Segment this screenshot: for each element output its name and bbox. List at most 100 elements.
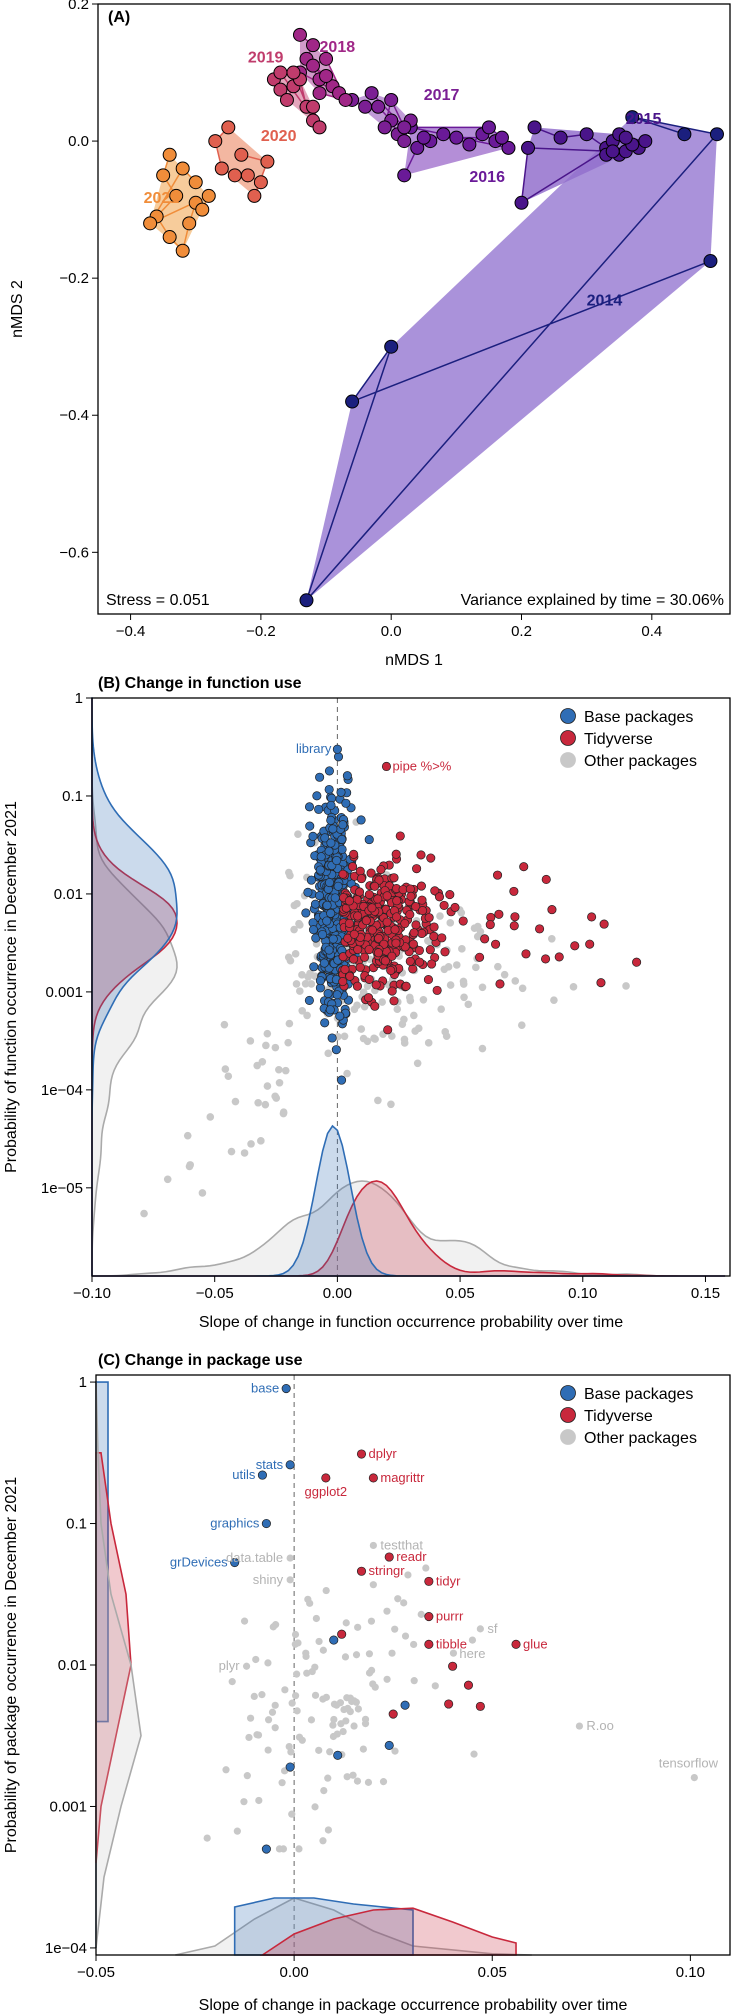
point-other — [447, 981, 455, 989]
point-tidy — [438, 934, 446, 942]
point-tidy — [337, 1630, 345, 1638]
point-other — [292, 1631, 299, 1638]
labeled-point-other — [469, 1636, 476, 1643]
point-base — [302, 909, 310, 917]
labeled-point-base — [262, 1519, 270, 1527]
point-2019 — [274, 66, 287, 79]
point-2021 — [189, 176, 202, 189]
point-2021 — [202, 189, 215, 202]
point-other — [518, 1021, 526, 1029]
legend-tidy-label: Tidyverse — [584, 731, 653, 748]
point-other — [276, 1079, 284, 1087]
point-base — [304, 888, 312, 896]
point-tidy — [349, 850, 357, 858]
point-tidy — [345, 897, 353, 905]
point-label: plyr — [219, 1658, 241, 1673]
point-tidy — [360, 953, 368, 961]
point-other — [387, 1100, 395, 1108]
point-tidy — [480, 935, 488, 943]
point-base — [325, 946, 333, 954]
panel-c-xtick-label: 0.10 — [676, 1964, 705, 1981]
point-label: tensorflow — [659, 1756, 719, 1771]
point-other — [288, 1811, 295, 1818]
point-tidy — [383, 892, 391, 900]
point-2020 — [241, 169, 254, 182]
point-2015 — [580, 128, 593, 141]
point-other — [253, 1731, 260, 1738]
panel-a-plot-area: 2014 2015 2016 2017 2018 2019 2020 2021 — [144, 28, 724, 606]
panel-a-xtick-label: 0.2 — [511, 623, 532, 640]
point-tidy — [374, 949, 382, 957]
point-other — [422, 1564, 429, 1571]
point-tidy — [353, 982, 361, 990]
point-tidy — [510, 887, 518, 895]
point-label: shiny — [253, 1572, 284, 1587]
point-other — [393, 1005, 401, 1013]
point-other — [186, 1161, 194, 1169]
year-label-2021: 2021 — [144, 190, 180, 207]
point-2017 — [398, 121, 411, 134]
point-base — [320, 959, 328, 967]
point-other — [333, 1702, 340, 1709]
point-other — [262, 1101, 270, 1109]
point-other — [420, 996, 428, 1004]
point-base — [310, 963, 318, 971]
point-tidy — [415, 958, 423, 966]
point-2017 — [372, 100, 385, 113]
point-tidy — [407, 892, 415, 900]
point-tidy — [597, 978, 605, 986]
point-other — [441, 1028, 449, 1036]
point-other — [270, 1623, 277, 1630]
point-other — [247, 1140, 255, 1148]
point-2021 — [144, 217, 157, 230]
point-tidy — [444, 1700, 452, 1708]
point-other — [312, 1692, 319, 1699]
point-other — [479, 1045, 487, 1053]
point-2016 — [463, 138, 476, 151]
point-2014 — [704, 255, 717, 268]
point-base — [323, 901, 331, 909]
point-other — [282, 1067, 290, 1075]
point-other — [222, 1065, 230, 1073]
legend-other-marker — [561, 753, 576, 768]
point-other — [245, 1734, 252, 1741]
point-tidy — [520, 863, 528, 871]
point-tidy — [406, 957, 414, 965]
point-label: utils — [232, 1467, 256, 1482]
point-other — [402, 1632, 409, 1639]
point-label: library — [296, 741, 332, 756]
point-other — [365, 1779, 372, 1786]
point-base — [286, 1763, 294, 1771]
point-base — [365, 835, 373, 843]
point-other — [306, 1600, 313, 1607]
point-other — [296, 987, 304, 995]
point-other — [383, 1608, 390, 1615]
point-base — [315, 773, 323, 781]
point-other — [271, 1093, 279, 1101]
point-label: sf — [487, 1621, 498, 1636]
point-base — [385, 1741, 393, 1749]
point-2019 — [280, 93, 293, 106]
point-other — [308, 980, 316, 988]
point-2015 — [554, 131, 567, 144]
point-other — [311, 1803, 318, 1810]
point-tidy — [392, 939, 400, 947]
point-other — [272, 1724, 279, 1731]
point-2014 — [385, 340, 398, 353]
point-other — [436, 912, 444, 920]
point-other — [228, 1148, 236, 1156]
legend-base-label: Base packages — [584, 709, 693, 726]
point-tidy — [412, 921, 420, 929]
point-tidy — [392, 850, 400, 858]
point-other — [264, 1659, 271, 1666]
point-tidy — [535, 925, 543, 933]
legend-base-marker — [561, 1386, 576, 1401]
point-tidy — [555, 953, 563, 961]
panel-a-xtick-label: 0.0 — [381, 623, 402, 640]
point-other — [472, 964, 480, 972]
point-tidy — [377, 865, 385, 873]
point-2014 — [710, 128, 723, 141]
point-label: stringr — [368, 1563, 405, 1578]
point-tidy — [348, 862, 356, 870]
point-tidy — [396, 832, 404, 840]
